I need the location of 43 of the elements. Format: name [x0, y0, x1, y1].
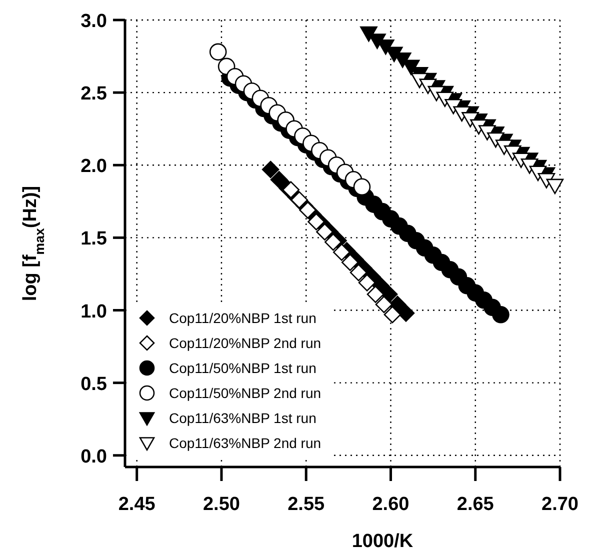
point [492, 306, 510, 324]
point [478, 125, 496, 140]
point [262, 160, 280, 178]
x-tick-label: 2.60 [372, 494, 410, 515]
point [353, 178, 371, 196]
point [546, 178, 564, 194]
x-tick-label: 2.55 [288, 494, 326, 515]
point [209, 43, 227, 61]
point [462, 112, 479, 128]
y-tick-label: 2.5 [80, 84, 108, 105]
point [324, 233, 342, 251]
point [529, 166, 547, 182]
x-axis-title: 1000/K [352, 531, 414, 552]
point [316, 223, 334, 241]
point [419, 78, 437, 94]
y-tick-label: 0.5 [80, 374, 108, 395]
point [333, 244, 350, 261]
legend-label: Cop11/63%NBP 2nd run [169, 435, 322, 451]
x-tick-label: 2.45 [118, 494, 156, 515]
point [282, 181, 300, 198]
point [436, 92, 454, 108]
x-tick-label: 2.65 [456, 494, 494, 515]
legend-label: Cop11/50%NBP 1st run [169, 360, 316, 376]
y-tick-label: 1.0 [80, 301, 107, 322]
point [290, 191, 308, 209]
y-tick-label: 2.0 [80, 156, 107, 178]
point [308, 213, 325, 230]
y-tick-label: 3.0 [80, 11, 107, 32]
legend-label: Cop11/20%NBP 1st run [169, 310, 316, 326]
legend-label: Cop11/50%NBP 2nd run [169, 385, 322, 401]
point [397, 304, 415, 322]
point [350, 264, 368, 282]
legend-label: Cop11/63%NBP 1st run [169, 410, 316, 426]
y-tick-label: 1.5 [80, 228, 108, 250]
y-tick-label: 0.0 [80, 446, 107, 468]
point [270, 170, 288, 188]
x-tick-label: 2.50 [202, 494, 240, 515]
point [341, 254, 359, 272]
point [504, 145, 522, 161]
legend-label: Cop11/20%NBP 2nd run [169, 335, 322, 351]
point [360, 26, 378, 42]
point [299, 201, 316, 219]
x-tick-label: 2.70 [542, 494, 578, 515]
